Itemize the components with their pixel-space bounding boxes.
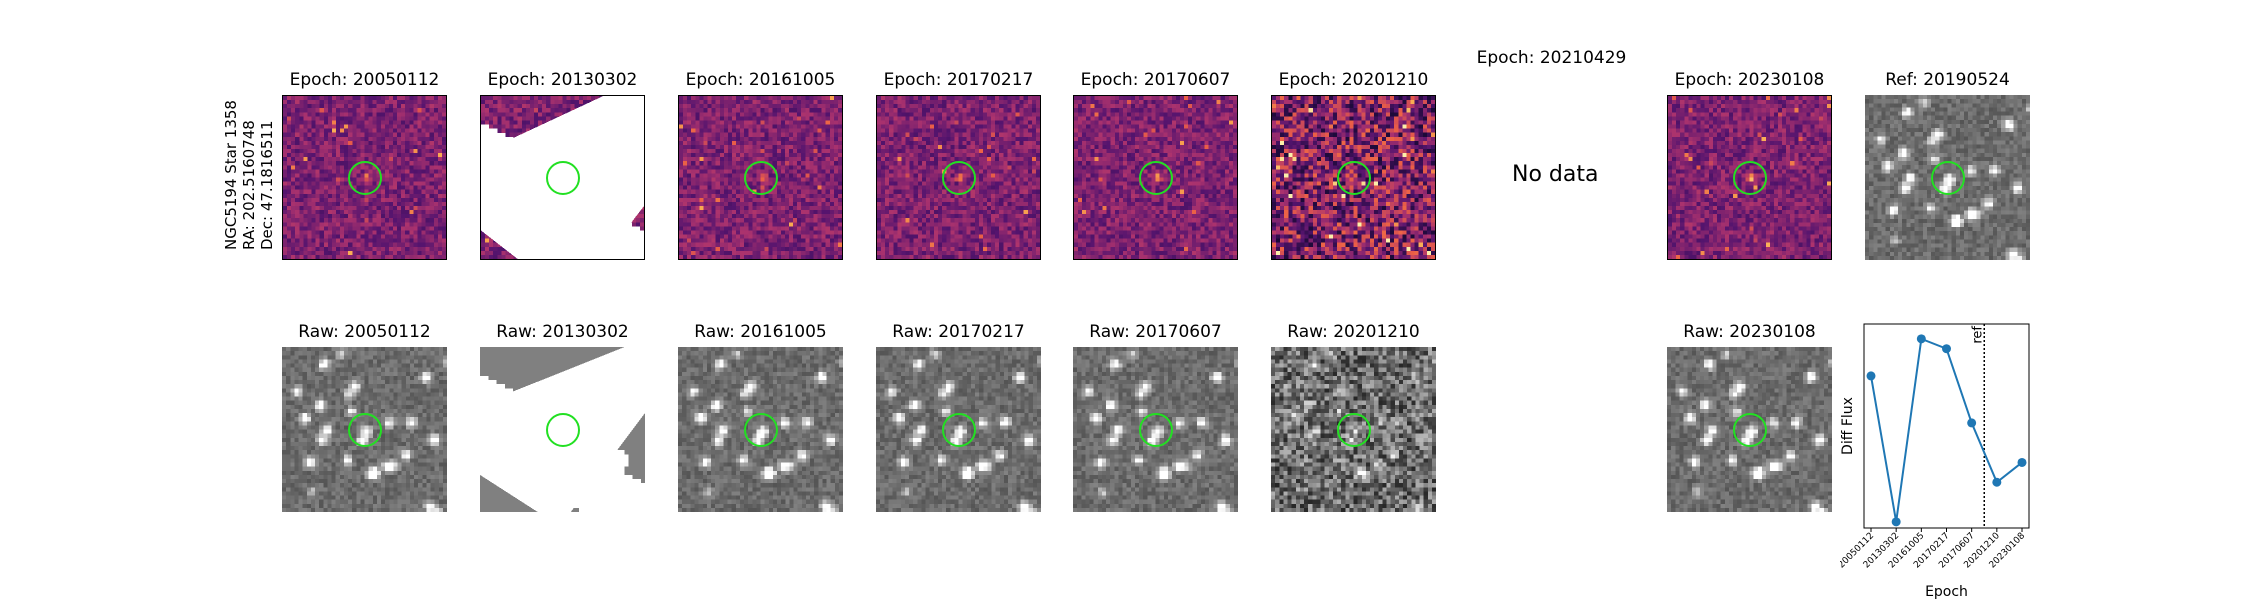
diff-image-0 bbox=[282, 95, 447, 260]
target-circle bbox=[743, 412, 778, 447]
data-point bbox=[1942, 344, 1951, 354]
pixel-image bbox=[1271, 347, 1436, 512]
data-point bbox=[1992, 477, 2002, 487]
diff-flux-chart: ref2005011220130302201610052017021720170… bbox=[1840, 323, 2030, 600]
data-point bbox=[1967, 418, 1977, 428]
diff-image-7 bbox=[1667, 95, 1832, 260]
object-name: NGC5194 Star 1358 bbox=[222, 100, 240, 250]
data-point bbox=[2017, 457, 2027, 467]
target-circle bbox=[1930, 160, 1965, 195]
diff-image-3 bbox=[876, 95, 1041, 260]
raw-image-0 bbox=[282, 347, 447, 512]
target-circle bbox=[941, 412, 976, 447]
target-circle bbox=[743, 160, 778, 195]
raw-image-3 bbox=[876, 347, 1041, 512]
pixel-image bbox=[283, 96, 446, 259]
object-info-label: NGC5194 Star 1358 RA: 202.5160748 Dec: 4… bbox=[222, 100, 276, 250]
diff-image-4 bbox=[1073, 95, 1238, 260]
bottom-title-3: Raw: 20170217 bbox=[876, 322, 1041, 342]
bottom-title-2: Raw: 20161005 bbox=[678, 322, 843, 342]
series-line bbox=[1870, 337, 2023, 522]
raw-image-2 bbox=[678, 347, 843, 512]
top-title-6: Epoch: 20210429 bbox=[1469, 48, 1634, 68]
target-circle bbox=[1138, 412, 1173, 447]
bottom-title-6: Raw: 20230108 bbox=[1667, 322, 1832, 342]
ref-line-label: ref bbox=[1970, 326, 1985, 344]
diff-image-1 bbox=[480, 95, 645, 260]
target-circle bbox=[1336, 160, 1371, 195]
bottom-title-5: Raw: 20201210 bbox=[1271, 322, 1436, 342]
top-title-4: Epoch: 20170607 bbox=[1073, 70, 1238, 90]
object-dec: Dec: 47.1816511 bbox=[258, 100, 276, 250]
top-title-0: Epoch: 20050112 bbox=[282, 70, 447, 90]
top-title-1: Epoch: 20130302 bbox=[480, 70, 645, 90]
top-title-7: Epoch: 20230108 bbox=[1667, 70, 1832, 90]
pixel-image bbox=[282, 347, 447, 512]
raw-image-1 bbox=[480, 347, 645, 512]
pixel-image bbox=[1865, 95, 2030, 260]
raw-image-5 bbox=[1271, 347, 1436, 512]
diff-image-5 bbox=[1271, 95, 1436, 260]
top-title-8: Ref: 20190524 bbox=[1865, 70, 2030, 90]
diff-image-2 bbox=[678, 95, 843, 260]
no-data-message: No data bbox=[1512, 162, 1598, 187]
raw-image-4 bbox=[1073, 347, 1238, 512]
top-title-3: Epoch: 20170217 bbox=[876, 70, 1041, 90]
pixel-image bbox=[1074, 96, 1237, 259]
target-circle bbox=[1732, 160, 1767, 195]
target-circle bbox=[1138, 160, 1173, 195]
target-circle bbox=[347, 160, 382, 195]
bottom-title-1: Raw: 20130302 bbox=[480, 322, 645, 342]
pixel-image bbox=[1272, 96, 1435, 259]
bottom-title-4: Raw: 20170607 bbox=[1073, 322, 1238, 342]
bottom-title-0: Raw: 20050112 bbox=[282, 322, 447, 342]
target-circle bbox=[1336, 412, 1371, 447]
pixel-image bbox=[1073, 347, 1238, 512]
data-point bbox=[1891, 517, 1901, 527]
x-axis-label: Epoch bbox=[1925, 584, 1968, 600]
plot-frame bbox=[1863, 323, 2030, 529]
pixel-image bbox=[679, 96, 842, 259]
target-circle bbox=[941, 160, 976, 195]
target-circle bbox=[545, 412, 580, 447]
object-ra: RA: 202.5160748 bbox=[240, 100, 258, 250]
pixel-image bbox=[877, 96, 1040, 259]
data-point bbox=[1916, 334, 1926, 344]
y-axis-label: Diff Flux bbox=[1840, 397, 1856, 455]
target-circle bbox=[347, 412, 382, 447]
raw-image-6 bbox=[1667, 347, 1832, 512]
target-circle bbox=[545, 160, 580, 195]
ref-image bbox=[1865, 95, 2030, 260]
top-title-5: Epoch: 20201210 bbox=[1271, 70, 1436, 90]
top-title-2: Epoch: 20161005 bbox=[678, 70, 843, 90]
target-circle bbox=[1732, 412, 1767, 447]
data-point bbox=[1866, 371, 1876, 381]
